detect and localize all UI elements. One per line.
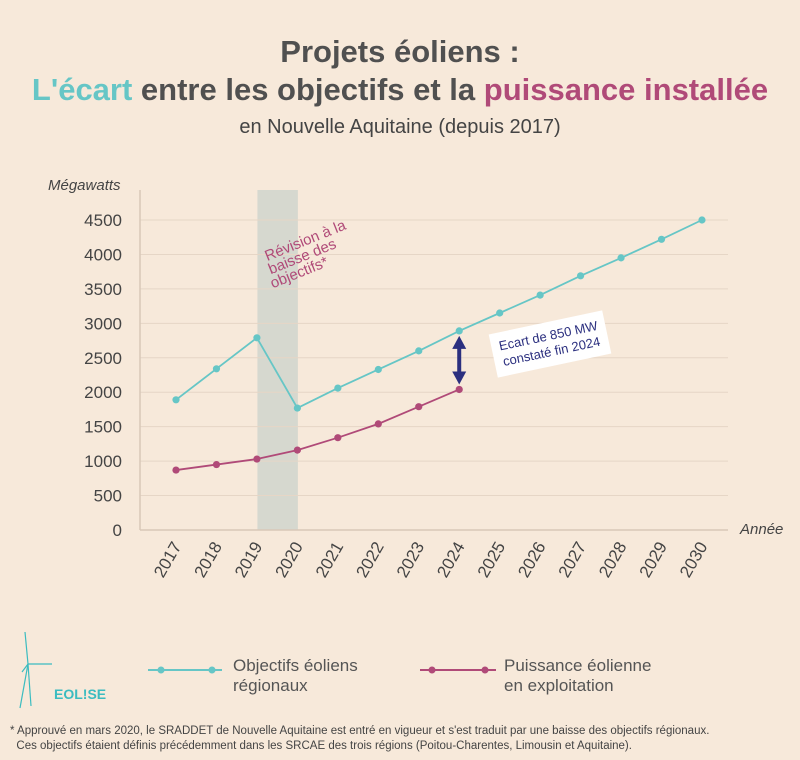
data-point-objectifs [577, 272, 585, 280]
line-chart: 0 500 1000 1500 2000 2500 3000 3500 4000 4500 Méga… [48, 177, 783, 581]
y-tick-label: 0 [113, 521, 122, 540]
x-tick-label: 2023 [393, 539, 428, 581]
eolise-logo-icon [19, 631, 52, 709]
footnote-line: Ces objectifs étaient définis précédemme… [10, 740, 632, 752]
data-point-puissance [334, 434, 342, 442]
data-point-objectifs [496, 309, 504, 317]
data-point-objectifs [657, 235, 666, 243]
legend-swatch-objectifs [148, 666, 222, 674]
data-point-objectifs [374, 365, 382, 374]
y-tick-label: 500 [94, 487, 122, 506]
x-tick-label: 2028 [595, 539, 630, 581]
x-tick-label: 2018 [191, 539, 226, 581]
x-tick-label: 2030 [676, 539, 711, 581]
title-puissance: puissance installée [483, 72, 769, 107]
legend-label: Objectifs éoliens [233, 656, 358, 675]
data-point-puissance [212, 460, 221, 469]
data-point-objectifs [293, 404, 301, 412]
subtitle: en Nouvelle Aquitaine (depuis 2017) [239, 116, 561, 138]
data-point-objectifs [212, 365, 221, 373]
x-tick-label: 2022 [352, 539, 387, 581]
annotation-box [488, 310, 612, 378]
highlight-band [257, 190, 298, 530]
data-point-puissance [253, 455, 261, 463]
data-point-puissance [293, 446, 301, 454]
title-ecart: L'écart [31, 72, 133, 107]
title-middle: entre les objectifs et la [132, 72, 484, 107]
x-tick-label: 2027 [555, 539, 590, 581]
gap-arrow-head-up [452, 335, 467, 349]
data-point-objectifs [536, 291, 544, 299]
series-line-objectifs [175, 219, 703, 410]
y-tick-label: 3000 [84, 314, 122, 333]
x-tick-label: 2021 [312, 539, 347, 581]
data-point-objectifs [253, 334, 261, 342]
legend-item-objectifs: Objectifs éoliens régionaux [233, 656, 358, 696]
data-point-objectifs [334, 384, 342, 392]
y-tick-label: 1500 [84, 418, 122, 437]
y-tick-label: 2000 [84, 383, 122, 402]
data-point-puissance [172, 466, 180, 474]
x-tick-label: 2026 [514, 539, 549, 581]
data-point-objectifs [698, 216, 706, 224]
footnote: * Approuvé en mars 2020, le SRADDET de N… [10, 724, 709, 754]
y-tick-label: 2500 [84, 349, 122, 368]
x-tick-label: 2017 [150, 539, 185, 581]
series-line-puissance [175, 388, 460, 471]
data-point-objectifs [415, 347, 423, 355]
y-tick-label: 1000 [84, 452, 122, 471]
y-axis-label: Mégawatts [48, 177, 121, 194]
x-tick-label: 2019 [231, 539, 266, 581]
data-point-puissance [374, 420, 382, 428]
x-tick-label: 2024 [433, 539, 468, 581]
data-point-objectifs [617, 254, 625, 262]
data-point-objectifs [172, 396, 180, 404]
data-point-puissance [415, 403, 423, 411]
data-point-puissance [455, 385, 463, 394]
legend-item-puissance: Puissance éolienne en exploitation [504, 656, 651, 696]
x-axis-label: Année [739, 521, 783, 538]
legend-label: Puissance éolienne [504, 656, 652, 675]
footnote-line: * Approuvé en mars 2020, le SRADDET de N… [10, 725, 710, 737]
legend-swatch-puissance [420, 666, 496, 674]
x-tick-label: 2029 [636, 539, 671, 581]
data-point-objectifs [455, 327, 463, 335]
eolise-logo: EOL!SE [54, 686, 107, 702]
x-tick-label: 2020 [271, 539, 306, 581]
y-tick-label: 4000 [84, 245, 122, 264]
title-line2: L'écart entre les objectifs et la puissa… [0, 72, 800, 108]
x-tick-label: 2025 [474, 539, 509, 581]
gap-arrow-head-down [452, 371, 467, 385]
legend-label: régionaux [233, 676, 308, 695]
y-tick-label: 3500 [84, 280, 122, 299]
legend-label: en exploitation [504, 676, 614, 695]
title-line1: Projets éoliens : [280, 34, 520, 69]
y-tick-label: 4500 [84, 211, 122, 230]
